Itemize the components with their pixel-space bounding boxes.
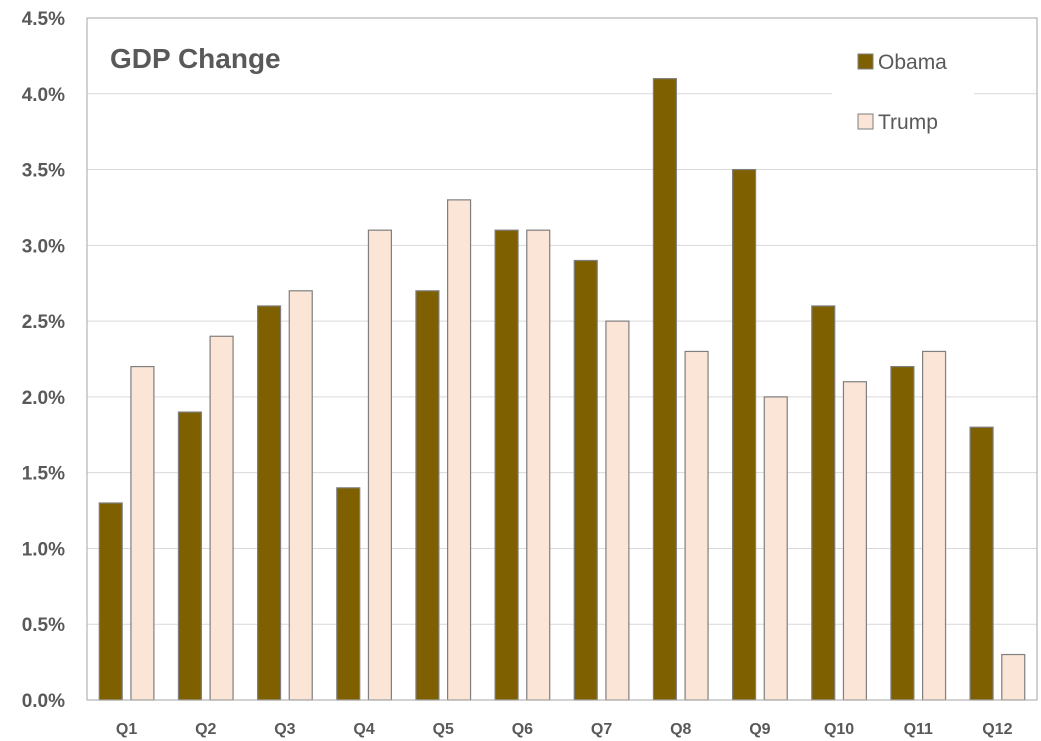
bar-obama-q2 <box>177 411 202 701</box>
x-tick-label: Q7 <box>591 721 612 738</box>
x-tick-label: Q8 <box>670 721 691 738</box>
y-tick-label: 2.0% <box>22 388 65 409</box>
bar-trump-q8 <box>684 350 709 701</box>
x-tick-label: Q6 <box>512 721 533 738</box>
legend-background <box>832 36 974 146</box>
bar-obama-q9 <box>732 168 757 701</box>
y-tick-label: 3.0% <box>22 236 65 257</box>
x-tick-label: Q1 <box>116 721 137 738</box>
bar-trump-q2 <box>209 335 234 701</box>
x-tick-label: Q11 <box>904 721 933 738</box>
x-tick-label: Q10 <box>824 721 854 738</box>
y-tick-label: 1.0% <box>22 539 65 560</box>
x-tick-label: Q9 <box>749 721 770 738</box>
x-axis: Q1 Q2 Q3 Q4 Q5 Q6 Q7 Q8 Q9 Q10 Q11 Q12 <box>116 721 1013 738</box>
bar-obama-q5 <box>415 290 440 701</box>
y-tick-label: 0.5% <box>22 615 65 636</box>
bar-obama-q4 <box>336 487 361 701</box>
bar-obama-q11 <box>890 365 915 701</box>
bar-trump-q3 <box>288 290 313 701</box>
legend-swatch-obama <box>857 53 874 70</box>
bar-trump-q4 <box>367 229 392 701</box>
bar-obama-q1 <box>98 502 123 701</box>
legend-label-trump: Trump <box>878 111 938 134</box>
y-tick-label: 4.5% <box>22 9 65 30</box>
legend-label-obama: Obama <box>878 51 947 74</box>
bar-trump-q12 <box>1001 653 1026 701</box>
bar-obama-q7 <box>573 259 598 701</box>
chart-title: GDP Change <box>110 43 281 74</box>
y-tick-label: 3.5% <box>22 161 65 182</box>
bar-obama-q3 <box>257 305 282 701</box>
bar-obama-q6 <box>494 229 519 701</box>
bars <box>98 78 1026 701</box>
bar-trump-q6 <box>526 229 551 701</box>
x-tick-label: Q5 <box>433 721 454 738</box>
y-tick-label: 0.0% <box>22 691 65 712</box>
bar-trump-q1 <box>130 365 155 701</box>
y-tick-label: 2.5% <box>22 312 65 333</box>
bar-obama-q12 <box>969 426 994 701</box>
bar-trump-q5 <box>447 199 472 701</box>
x-tick-label: Q2 <box>195 721 216 738</box>
y-tick-label: 4.0% <box>22 85 65 106</box>
legend: Obama Trump <box>832 36 974 146</box>
plot-area-border <box>86 17 1038 701</box>
legend-swatch-trump <box>857 113 874 130</box>
x-tick-label: Q3 <box>274 721 295 738</box>
x-tick-label: Q4 <box>353 721 374 738</box>
bar-trump-q10 <box>842 381 867 701</box>
bar-obama-q8 <box>652 78 677 701</box>
bar-obama-q10 <box>811 305 836 701</box>
bar-trump-q9 <box>763 396 788 701</box>
bar-trump-q11 <box>922 350 947 701</box>
y-axis: 0.0% 0.5% 1.0% 1.5% 2.0% 2.5% 3.0% 3.5% 4.0% 4.5% <box>22 9 65 712</box>
x-tick-label: Q12 <box>982 721 1012 738</box>
y-tick-label: 1.5% <box>22 464 65 485</box>
bar-trump-q7 <box>605 320 630 701</box>
